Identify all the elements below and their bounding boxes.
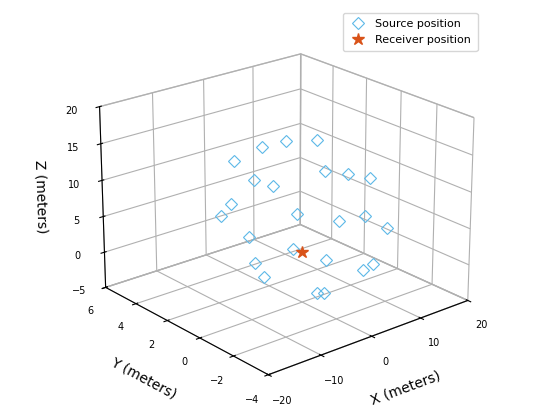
Legend: Source position, Receiver position: Source position, Receiver position: [343, 13, 478, 51]
X-axis label: X (meters): X (meters): [369, 369, 442, 408]
Y-axis label: Y (meters): Y (meters): [108, 354, 179, 401]
